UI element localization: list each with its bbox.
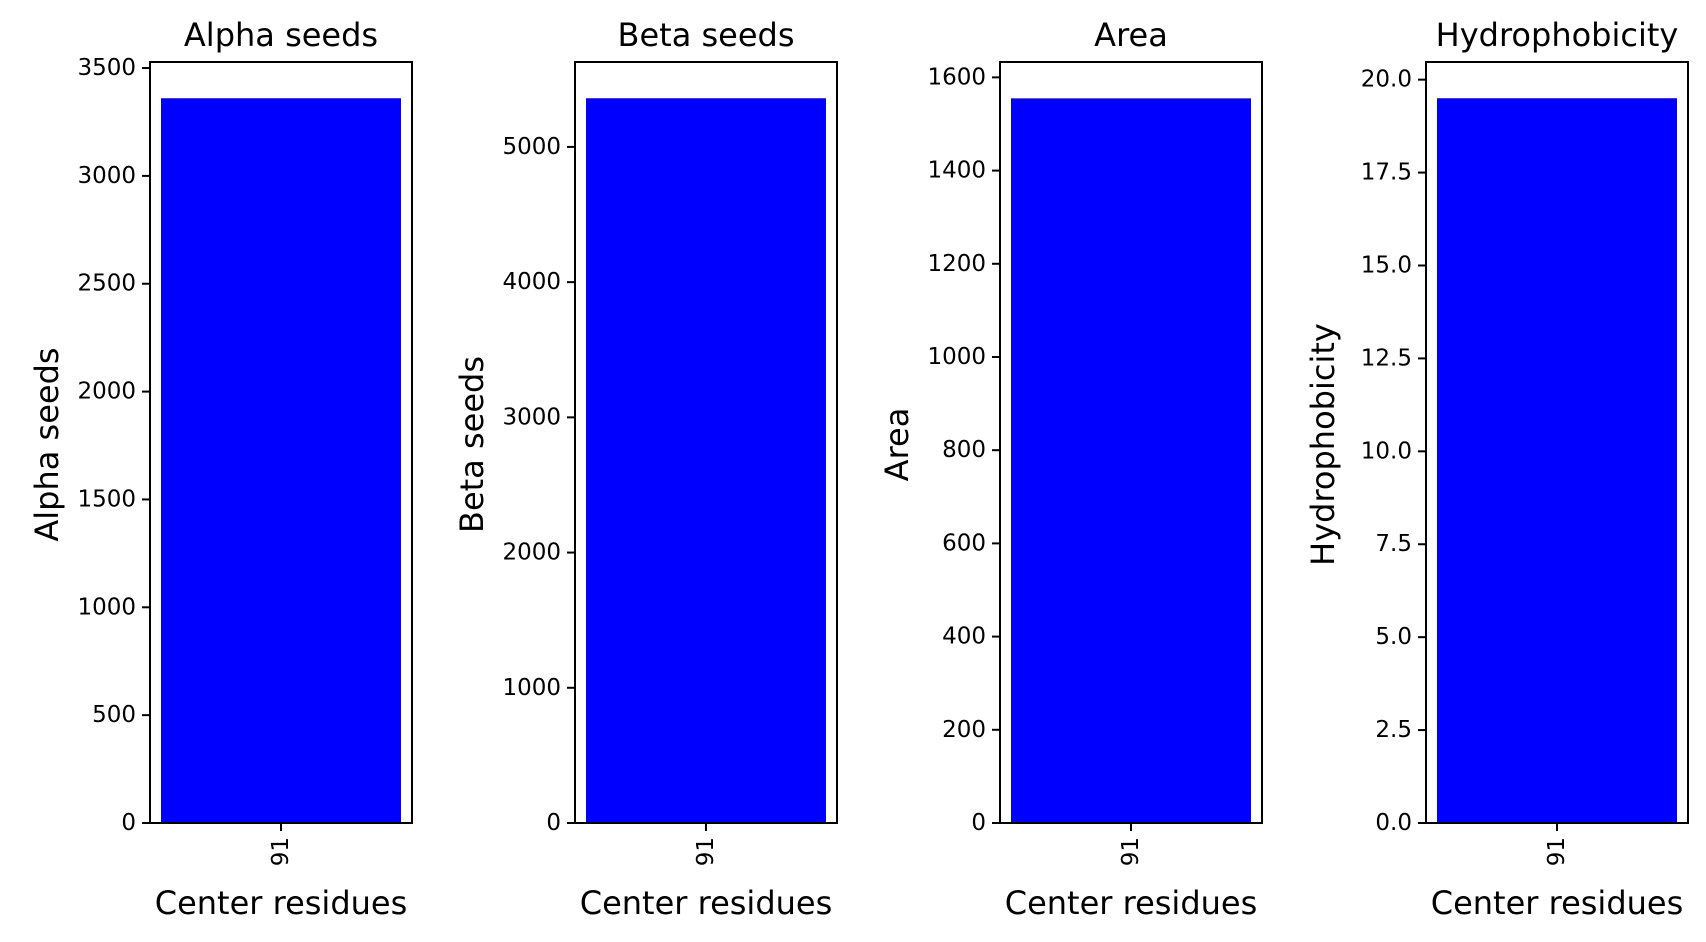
y-tick-label: 3000	[77, 163, 136, 189]
bar	[1437, 98, 1677, 823]
x-tick-label: 91	[1118, 837, 1144, 866]
y-tick-label: 1600	[927, 64, 986, 90]
y-tick-label: 2.5	[1375, 717, 1412, 743]
y-tick-label: 200	[942, 717, 986, 743]
bar	[586, 98, 826, 823]
chart-panel: 0 1000 2000 3000 4000 5000 91 Beta seeds Center …	[453, 16, 838, 922]
y-tick-label: 12.5	[1361, 345, 1412, 371]
y-tick-label: 800	[942, 437, 986, 463]
y-tick-label: 1000	[927, 344, 986, 370]
y-tick-label: 1200	[927, 251, 986, 277]
bar	[161, 98, 401, 823]
y-tick-label: 500	[92, 702, 136, 728]
y-tick-label: 3500	[77, 55, 136, 81]
y-tick-label: 5000	[502, 134, 561, 160]
x-axis-label: Center residues	[1005, 884, 1258, 922]
y-tick-label: 7.5	[1375, 531, 1412, 557]
y-tick-label: 400	[942, 624, 986, 650]
y-tick-label: 0.0	[1375, 810, 1412, 836]
y-tick-label: 1000	[502, 675, 561, 701]
x-axis-label: Center residues	[155, 884, 408, 922]
x-axis-label: Center residues	[580, 884, 833, 922]
y-axis-label: Alpha seeds	[28, 347, 66, 541]
y-tick-label: 0	[971, 810, 986, 836]
x-tick-label: 91	[1544, 837, 1570, 866]
y-tick-label: 10.0	[1361, 438, 1412, 464]
y-tick-label: 600	[942, 530, 986, 556]
y-tick-label: 0	[546, 810, 561, 836]
y-tick-label: 0	[121, 810, 136, 836]
y-tick-label: 2000	[502, 540, 561, 566]
y-tick-label: 2000	[77, 379, 136, 405]
y-axis-label: Hydrophobicity	[1304, 323, 1342, 566]
chart-panel: 0 500 1000 1500 2000 2500 3000 3500 91 Alpha seed…	[28, 16, 413, 922]
chart-title: Beta seeds	[618, 16, 795, 54]
y-tick-label: 1000	[77, 594, 136, 620]
chart-title: Hydrophobicity	[1436, 16, 1679, 54]
chart-panel: 0.0 2.5 5.0 7.5 10.0 12.5 15.0 17.5 20.0 91 Hydrop…	[1304, 16, 1689, 922]
chart-title: Alpha seeds	[184, 16, 378, 54]
y-axis-label: Beta seeds	[453, 356, 491, 533]
y-tick-label: 1500	[77, 486, 136, 512]
y-tick-label: 1400	[927, 158, 986, 184]
chart-panel: 0 200 400 600 800 1000 1200 1400 1600 91 Area Cente…	[878, 16, 1263, 922]
bar	[1011, 98, 1251, 823]
x-tick-label: 91	[693, 837, 719, 866]
y-tick-label: 5.0	[1375, 624, 1412, 650]
y-tick-label: 17.5	[1361, 160, 1412, 186]
chart-title: Area	[1094, 16, 1168, 54]
y-tick-label: 2500	[77, 271, 136, 297]
y-axis-label: Area	[878, 408, 916, 482]
x-tick-label: 91	[268, 837, 294, 866]
y-tick-label: 15.0	[1361, 252, 1412, 278]
y-tick-label: 3000	[502, 404, 561, 430]
y-tick-label: 20.0	[1361, 67, 1412, 93]
x-axis-label: Center residues	[1431, 884, 1684, 922]
y-tick-label: 4000	[502, 269, 561, 295]
